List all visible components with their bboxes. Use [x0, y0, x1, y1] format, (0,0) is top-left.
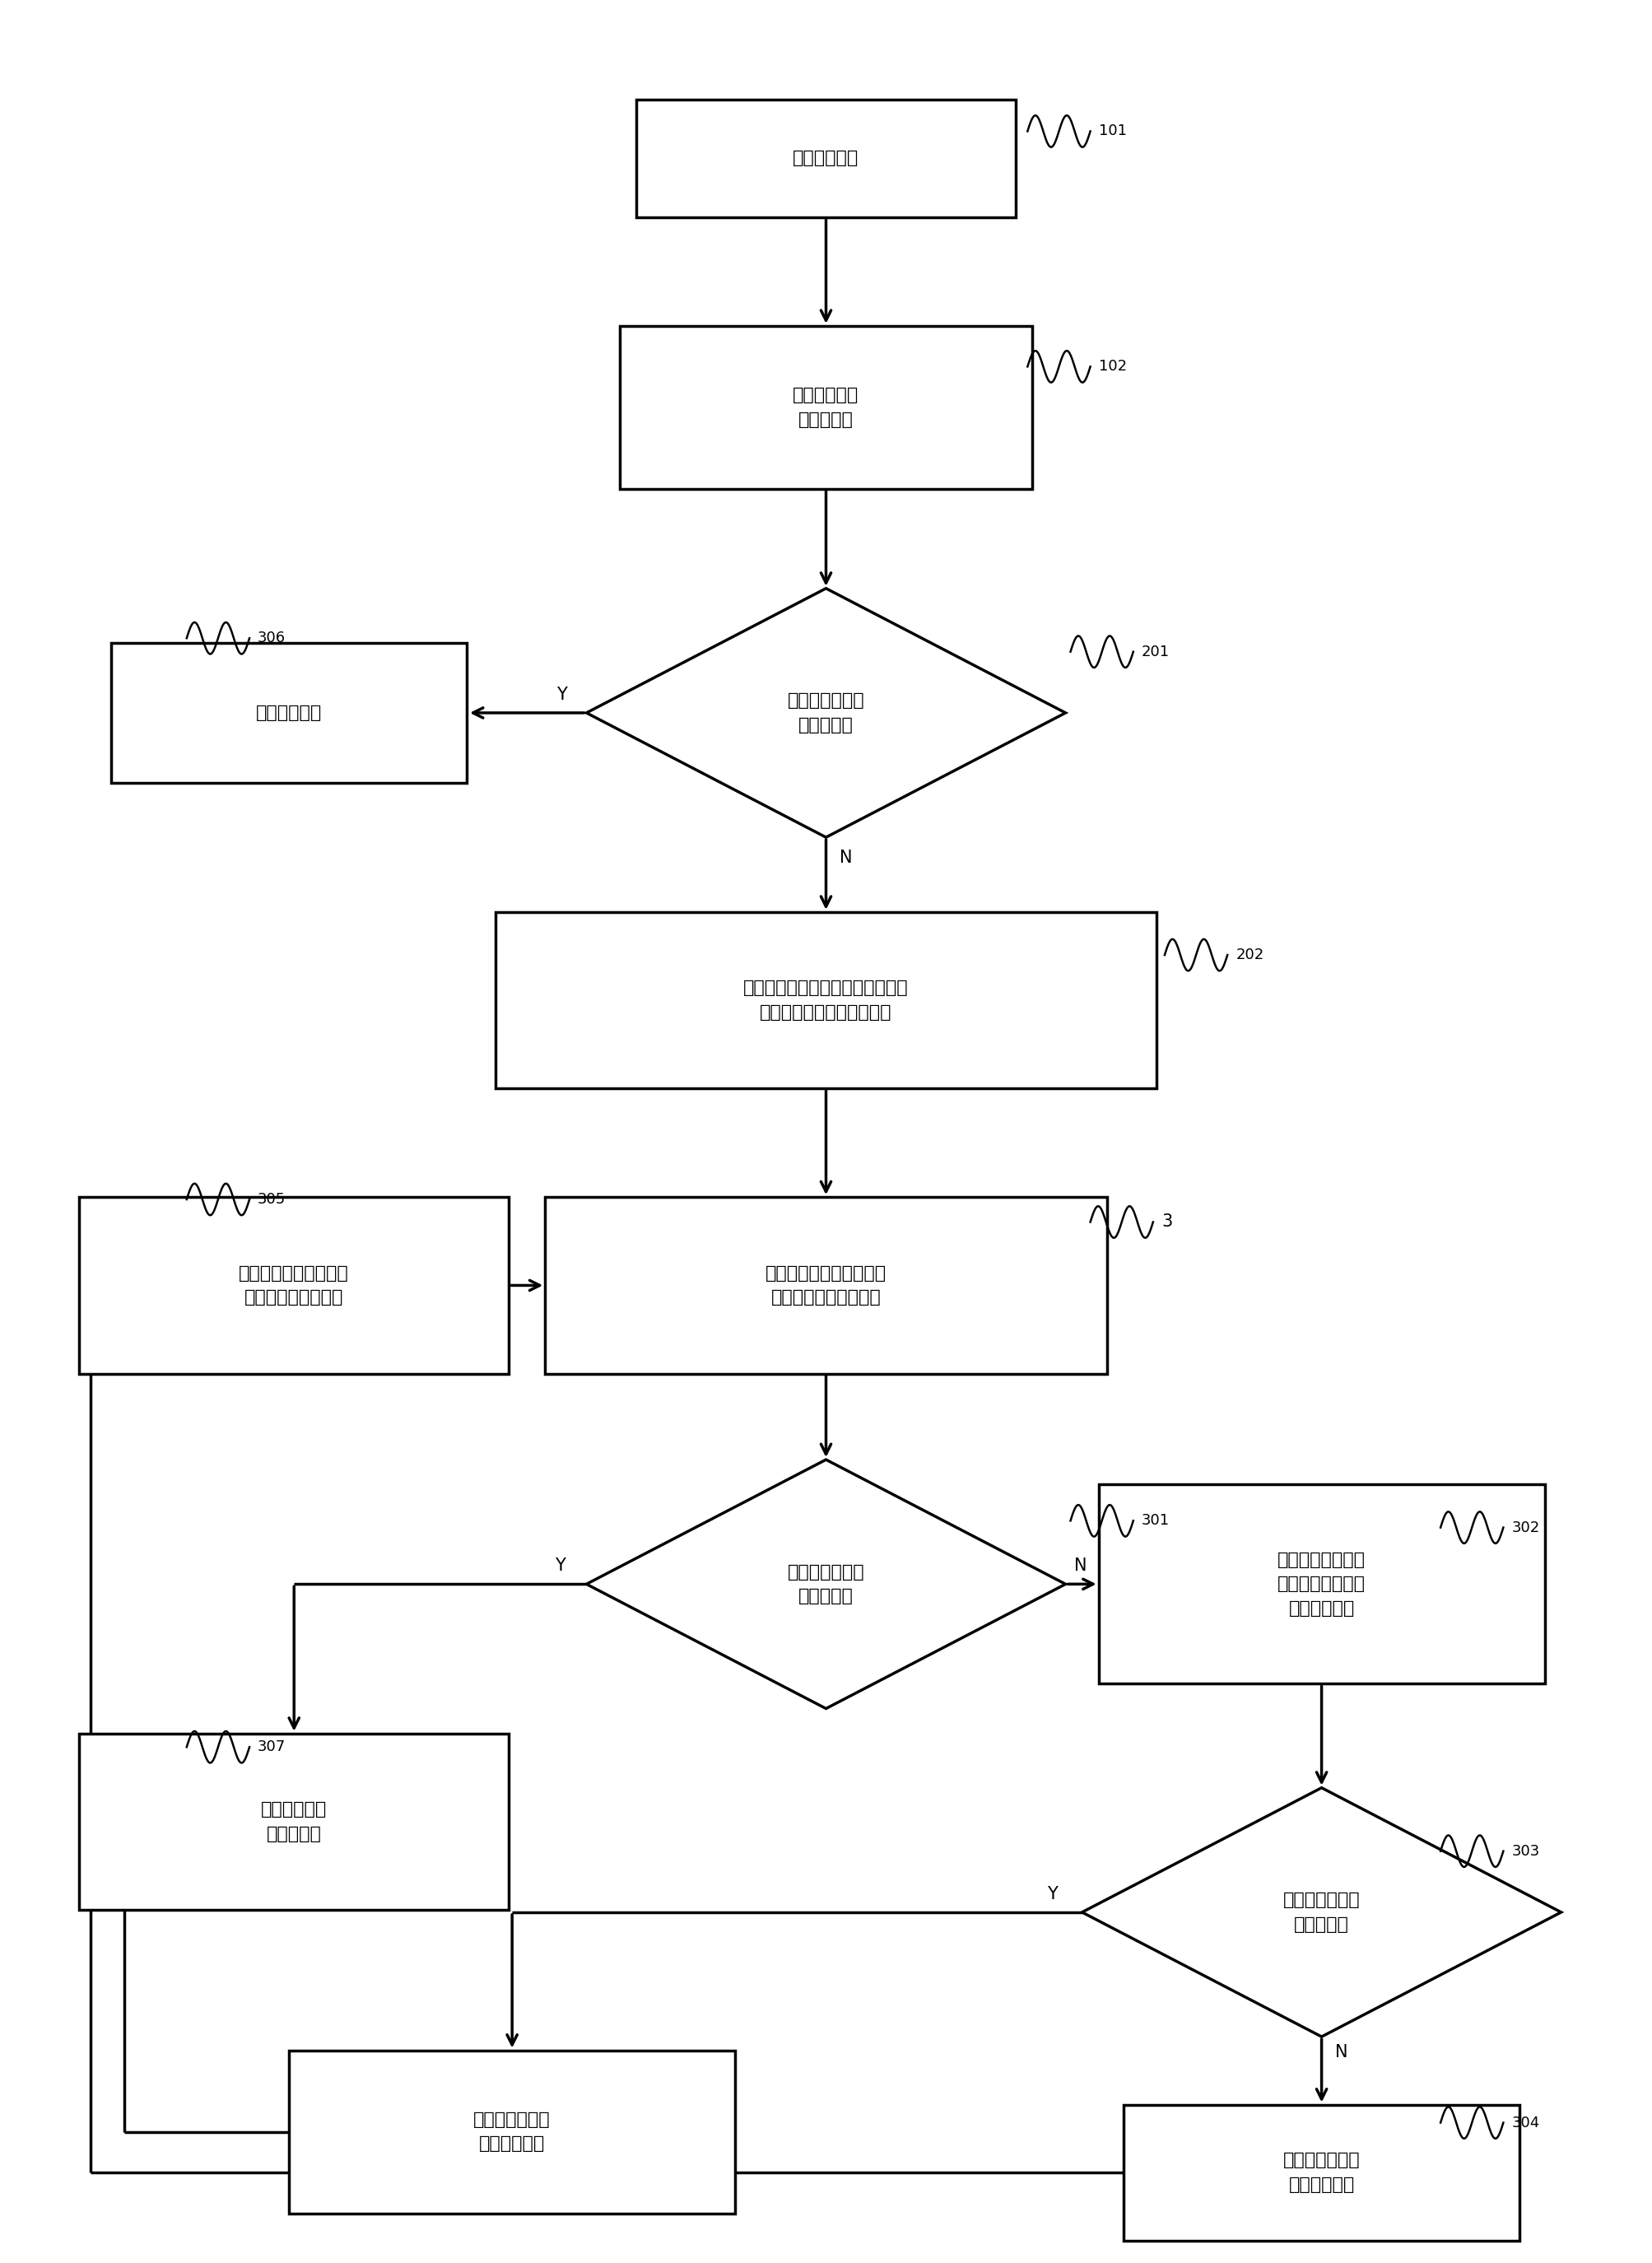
- Text: 依据填埋场实际情况确
定每级加载量和周期: 依据填埋场实际情况确 定每级加载量和周期: [240, 1265, 349, 1306]
- FancyBboxPatch shape: [1123, 2105, 1520, 2240]
- Text: N: N: [1074, 1557, 1087, 1575]
- Text: 地基无需处理: 地基无需处理: [256, 704, 322, 722]
- Text: 加筋垫层和设置
竖井处理地基: 加筋垫层和设置 竖井处理地基: [474, 2111, 550, 2152]
- FancyBboxPatch shape: [620, 326, 1032, 489]
- FancyBboxPatch shape: [636, 100, 1016, 217]
- Text: 302: 302: [1512, 1521, 1540, 1534]
- Text: 拟定加筋垫层的层数和强度，并计
算加筋垫层对承载力的贡献: 拟定加筋垫层的层数和强度，并计 算加筋垫层对承载力的贡献: [743, 980, 909, 1021]
- Text: 306: 306: [258, 631, 286, 645]
- FancyBboxPatch shape: [496, 912, 1156, 1089]
- Text: 调整填埋场加载
量及加载周期: 调整填埋场加载 量及加载周期: [1284, 2152, 1360, 2193]
- Text: Y: Y: [555, 1557, 565, 1575]
- Text: 307: 307: [258, 1740, 286, 1754]
- Text: 仅采用加筋垫
层处理地基: 仅采用加筋垫 层处理地基: [261, 1801, 327, 1842]
- Polygon shape: [586, 588, 1066, 837]
- FancyBboxPatch shape: [79, 1733, 509, 1910]
- Text: 101: 101: [1099, 124, 1127, 138]
- Text: 不设排水竖井，计算每级
加载前地基承载力增长: 不设排水竖井，计算每级 加载前地基承载力增长: [765, 1265, 887, 1306]
- Text: 深度修正后的
地基承载力: 深度修正后的 地基承载力: [793, 387, 859, 428]
- Text: 305: 305: [258, 1193, 286, 1206]
- Text: N: N: [1335, 2043, 1348, 2062]
- FancyBboxPatch shape: [1099, 1485, 1545, 1684]
- Text: Y: Y: [557, 686, 567, 704]
- Text: 设置排水竖井，计
算每级加载前地基
承载力的增长: 设置排水竖井，计 算每级加载前地基 承载力的增长: [1277, 1552, 1366, 1616]
- FancyBboxPatch shape: [545, 1197, 1107, 1374]
- Text: 地质勘察报告: 地质勘察报告: [793, 149, 859, 167]
- Polygon shape: [1082, 1788, 1561, 2037]
- Text: 是否满足填埋场
总荷载要求: 是否满足填埋场 总荷载要求: [788, 692, 864, 733]
- Text: 301: 301: [1142, 1514, 1170, 1528]
- Text: N: N: [839, 849, 852, 867]
- Text: 3: 3: [1161, 1213, 1173, 1231]
- Text: 102: 102: [1099, 360, 1127, 373]
- FancyBboxPatch shape: [79, 1197, 509, 1374]
- Polygon shape: [586, 1460, 1066, 1709]
- Text: 是否满足填埋场
总荷载要求: 是否满足填埋场 总荷载要求: [788, 1564, 864, 1604]
- FancyBboxPatch shape: [111, 643, 466, 783]
- FancyBboxPatch shape: [289, 2050, 735, 2213]
- Text: 303: 303: [1512, 1844, 1540, 1858]
- Text: 是否满足填埋场
总荷载要求: 是否满足填埋场 总荷载要求: [1284, 1892, 1360, 1933]
- Text: 202: 202: [1236, 948, 1264, 962]
- Text: 304: 304: [1512, 2116, 1540, 2129]
- Text: Y: Y: [1047, 1885, 1057, 1903]
- Text: 201: 201: [1142, 645, 1170, 659]
